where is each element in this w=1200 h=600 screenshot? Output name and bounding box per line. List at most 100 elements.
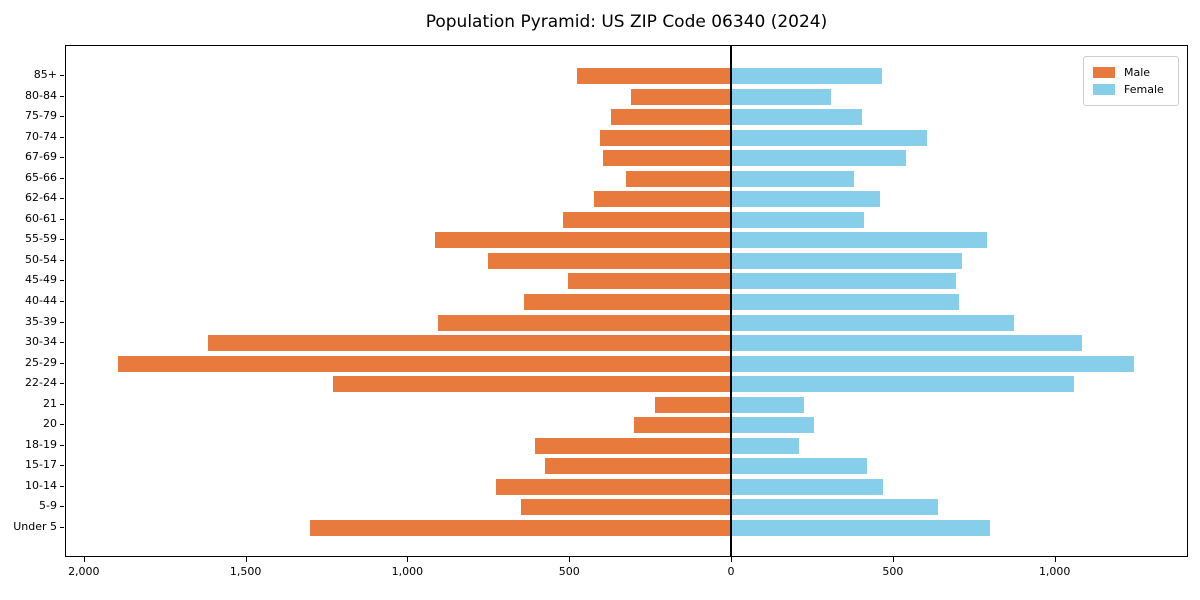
female-bar xyxy=(731,252,963,269)
male-bar xyxy=(567,273,732,290)
age-label: 25-29 xyxy=(25,355,57,369)
age-label: 75-79 xyxy=(25,109,57,123)
y-tick xyxy=(60,444,64,446)
age-label: 45-49 xyxy=(25,273,57,287)
y-tick xyxy=(60,301,64,302)
female-bar xyxy=(731,232,987,249)
x-tick xyxy=(892,557,894,562)
age-label: 40-44 xyxy=(25,294,57,307)
y-tick xyxy=(60,280,64,282)
female-bar xyxy=(731,294,960,310)
legend-female-label: Female xyxy=(1124,83,1164,96)
male-bar xyxy=(593,191,732,208)
age-label: 35-39 xyxy=(25,314,57,328)
y-tick xyxy=(60,342,64,344)
age-label: 18-19 xyxy=(25,437,57,451)
female-bar xyxy=(731,314,1015,331)
female-swatch xyxy=(1093,84,1115,95)
x-tick xyxy=(731,557,733,562)
y-tick xyxy=(60,218,64,220)
female-bar xyxy=(731,376,1075,393)
female-bar xyxy=(731,437,799,454)
female-bar xyxy=(731,355,1134,372)
x-tick-label: 500 xyxy=(882,565,904,578)
y-tick xyxy=(60,177,64,179)
x-tick-label: 1,500 xyxy=(229,565,262,578)
female-bar xyxy=(731,273,956,290)
age-label: Under 5 xyxy=(13,520,57,533)
y-tick xyxy=(60,485,64,487)
y-tick xyxy=(60,136,64,138)
age-label: 55-59 xyxy=(25,232,57,246)
female-bar xyxy=(731,170,855,187)
legend-entry-male: Male xyxy=(1093,64,1169,81)
age-label: 5-9 xyxy=(39,499,57,513)
male-bar xyxy=(488,252,732,269)
male-swatch xyxy=(1093,67,1115,78)
female-bar xyxy=(731,68,882,84)
female-bar xyxy=(731,396,804,413)
y-tick xyxy=(60,383,64,385)
x-tick-label: 1,000 xyxy=(1038,565,1071,578)
x-tick xyxy=(245,557,247,562)
male-bar xyxy=(633,417,732,434)
age-label: 67-69 xyxy=(25,150,57,164)
male-bar xyxy=(310,520,732,536)
y-tick xyxy=(60,259,64,261)
zero-axis-line xyxy=(730,46,733,556)
female-bar xyxy=(731,458,867,475)
age-label: 62-64 xyxy=(25,191,57,205)
y-tick xyxy=(60,506,64,508)
x-tick xyxy=(407,557,409,562)
male-bar xyxy=(438,314,732,331)
male-bar xyxy=(535,437,732,454)
x-tick xyxy=(1054,557,1056,562)
y-tick xyxy=(60,362,64,364)
x-tick-label: 1,000 xyxy=(391,565,424,578)
y-tick xyxy=(60,157,64,159)
y-tick xyxy=(60,424,64,426)
y-tick xyxy=(60,527,64,528)
age-label: 22-24 xyxy=(25,376,57,390)
x-tick-label: 0 xyxy=(727,565,735,578)
female-bar xyxy=(731,478,884,495)
male-bar xyxy=(630,88,732,105)
male-bar xyxy=(496,478,732,495)
age-label: 20 xyxy=(43,417,57,431)
female-bar xyxy=(731,88,832,105)
age-label: 15-17 xyxy=(25,458,57,472)
legend-male-label: Male xyxy=(1124,66,1151,79)
female-bar xyxy=(731,211,864,228)
male-bar xyxy=(625,170,732,187)
x-tick xyxy=(569,557,571,562)
female-bar xyxy=(731,335,1083,352)
x-tick-label: 500 xyxy=(558,565,580,578)
male-bar xyxy=(520,499,732,516)
male-bar xyxy=(599,129,732,146)
male-bar xyxy=(655,396,732,413)
male-bar xyxy=(332,376,732,393)
female-bar xyxy=(731,520,990,536)
male-bar xyxy=(208,335,732,352)
age-label: 30-34 xyxy=(25,335,57,349)
female-bar xyxy=(731,499,939,516)
male-bar xyxy=(562,211,732,228)
y-tick xyxy=(60,116,64,118)
age-label: 85+ xyxy=(33,68,57,81)
age-label: 21 xyxy=(43,396,57,410)
female-bar xyxy=(731,191,880,208)
plot-area: Male Female 2,000 1,500 1,000 500 0 500 1,000 xyxy=(65,45,1188,578)
male-bar xyxy=(611,109,732,126)
age-label: 60-61 xyxy=(25,211,57,225)
female-bar xyxy=(731,109,863,126)
male-bar xyxy=(577,68,732,84)
y-tick xyxy=(60,239,64,241)
male-bar xyxy=(603,150,732,167)
age-label: 80-84 xyxy=(25,88,57,102)
y-tick xyxy=(60,321,64,323)
male-bar xyxy=(523,294,732,310)
legend-entry-female: Female xyxy=(1093,81,1169,98)
male-bar xyxy=(117,355,732,372)
y-tick xyxy=(60,403,64,405)
